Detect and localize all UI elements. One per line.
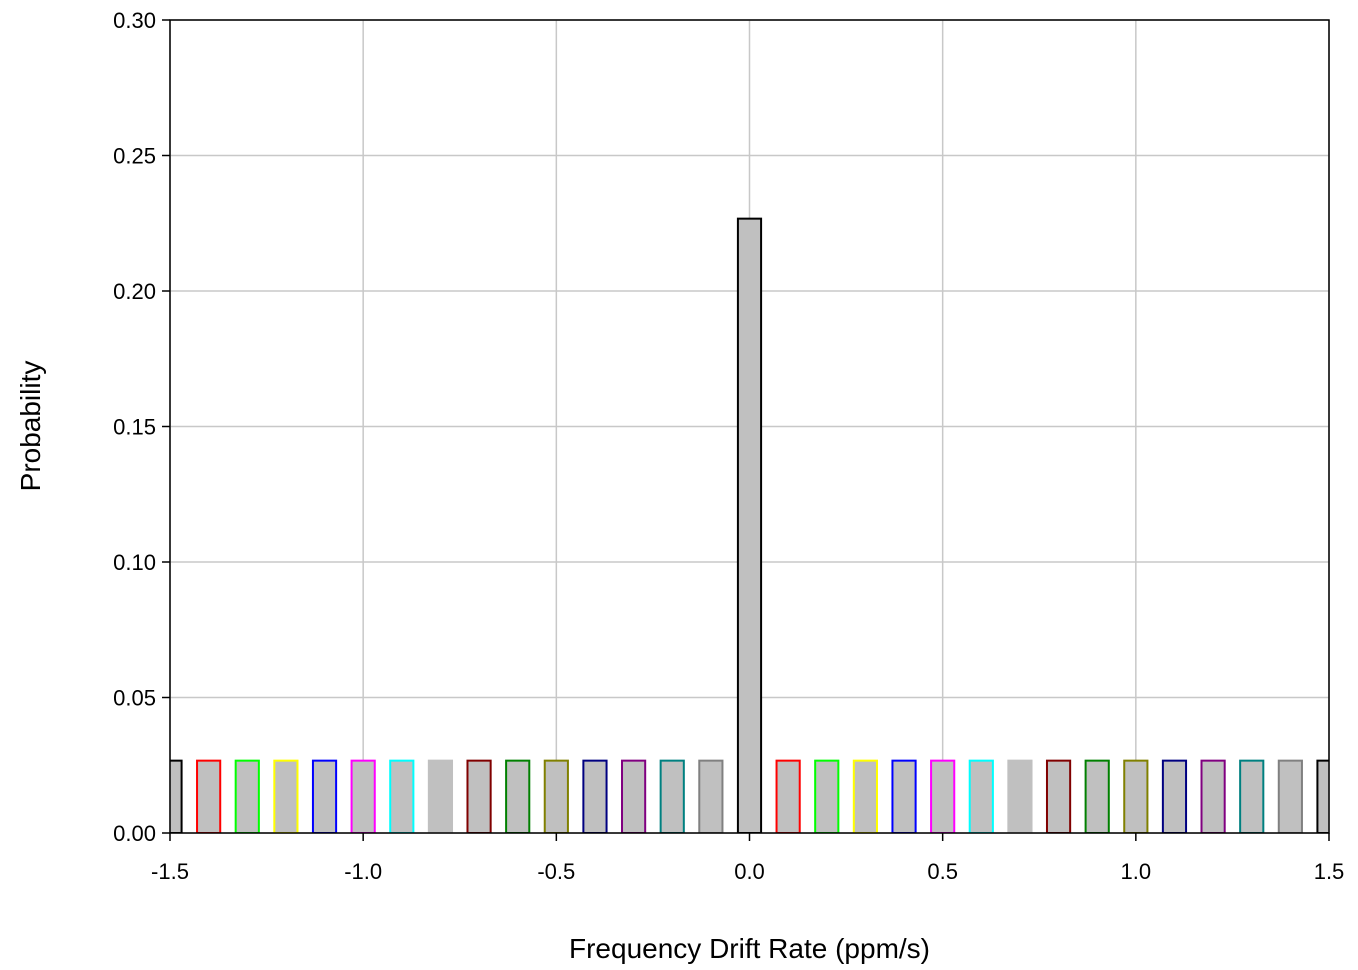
x-tick-label: -1.0 <box>344 859 382 884</box>
x-tick-label: 0.5 <box>927 859 958 884</box>
histogram-bar <box>1123 759 1149 833</box>
histogram-bar <box>698 759 724 833</box>
histogram-bar <box>891 759 917 833</box>
y-tick-label: 0.20 <box>113 279 156 304</box>
axis-ticks: -1.5 -1.0 -0.5 0.0 0.5 1.0 1.5 0.00 0.05 0.10 0.15… <box>113 8 1344 884</box>
histogram-bar <box>505 759 531 833</box>
histogram-bar <box>621 759 647 833</box>
histogram-bar <box>736 217 763 833</box>
histogram-bar <box>930 759 956 833</box>
histogram-bar <box>427 759 454 833</box>
y-tick-label: 0.25 <box>113 144 156 169</box>
histogram-bar <box>814 759 840 833</box>
histogram-bar <box>311 759 338 833</box>
histogram-bar <box>1161 759 1188 833</box>
histogram-bar <box>1239 759 1265 833</box>
y-tick-label: 0.05 <box>113 686 156 711</box>
y-tick-label: 0.10 <box>113 550 156 575</box>
y-tick-label: 0.30 <box>113 8 156 33</box>
histogram-bar <box>1045 759 1072 833</box>
histogram-bar <box>234 759 260 833</box>
x-axis-title: Frequency Drift Rate (ppm/s) <box>569 933 930 964</box>
histogram-bar <box>466 759 492 833</box>
histogram-bar <box>968 759 994 833</box>
histogram-bar <box>852 759 878 833</box>
histogram-bar <box>1084 759 1110 833</box>
histogram-bar <box>1200 759 1226 833</box>
histogram-bar <box>582 759 608 833</box>
histogram-bar <box>273 759 299 833</box>
histogram-bar <box>350 759 376 833</box>
x-tick-label: 1.5 <box>1314 859 1345 884</box>
histogram-bar <box>389 759 415 833</box>
histogram-bar <box>1277 759 1303 833</box>
histogram-bar <box>659 759 685 833</box>
histogram-bar <box>1007 759 1033 833</box>
histogram-bar <box>1316 759 1329 833</box>
histogram-bar <box>775 759 801 833</box>
histogram-bar <box>196 759 222 833</box>
x-tick-label: 0.0 <box>734 859 765 884</box>
y-axis-title: Probability <box>15 361 46 492</box>
histogram-bar <box>543 759 569 833</box>
x-tick-label: 1.0 <box>1121 859 1152 884</box>
x-tick-label: -1.5 <box>151 859 189 884</box>
y-tick-label: 0.15 <box>113 415 156 440</box>
y-tick-label: 0.00 <box>113 821 156 846</box>
bars <box>170 217 1329 833</box>
x-tick-label: -0.5 <box>537 859 575 884</box>
